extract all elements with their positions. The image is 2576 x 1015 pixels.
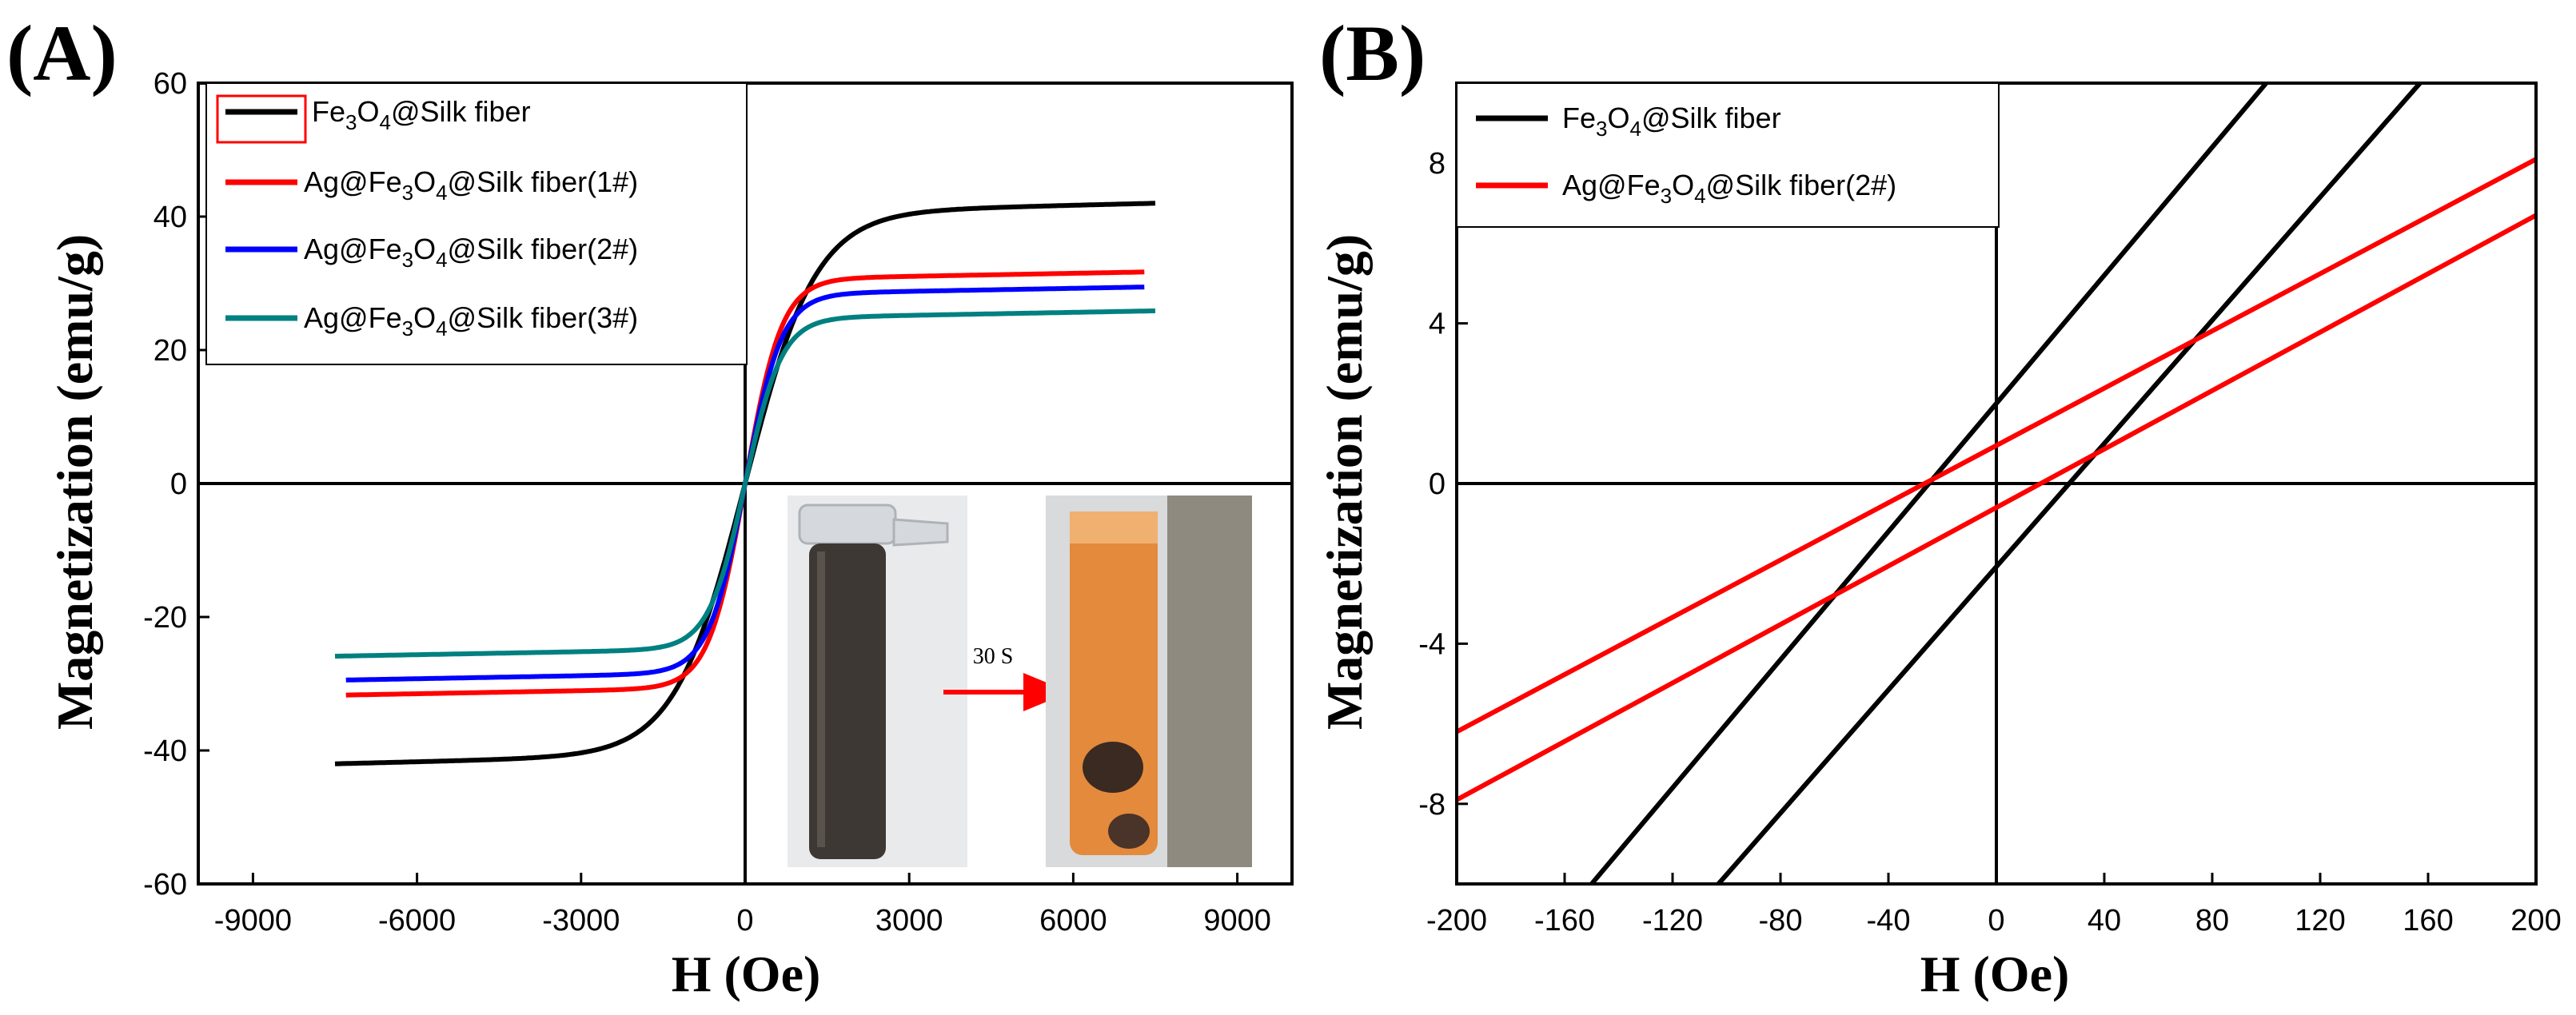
panel-b-ytick-label: -8 bbox=[1418, 788, 1446, 822]
panel-b-legend-box bbox=[1456, 82, 2000, 228]
inset-annotation: 30 S bbox=[973, 644, 1014, 669]
panel-a-legend: Fe3O4@Silk fiber Ag@Fe3O4@Silk fiber(1#) A… bbox=[205, 82, 748, 365]
panel-b-xtick-label: -120 bbox=[1642, 904, 1703, 937]
panel-a-ytick-label: 20 bbox=[154, 334, 187, 368]
panel-b-ytick-label: -4 bbox=[1418, 627, 1446, 661]
panel-b-xtick-label: 200 bbox=[2510, 904, 2561, 937]
panel-b-xtick-label: -200 bbox=[1426, 904, 1487, 937]
panel-a-xtick-label: 9000 bbox=[1203, 904, 1271, 937]
panel-a-curves bbox=[334, 201, 1156, 766]
panel-b-xtick-label: -40 bbox=[1867, 904, 1911, 937]
panel-a: Magnetization (emu/g) H (Oe) 30 S -9000-… bbox=[46, 67, 1294, 1002]
panel-a-xtick-label: -6000 bbox=[378, 904, 456, 937]
panel-a-legend-selection-rect bbox=[216, 94, 307, 144]
inset-tube-orange-top bbox=[1070, 511, 1158, 543]
panel-a-series-4 bbox=[334, 308, 1156, 659]
panel-label-b: (B) bbox=[1319, 9, 1426, 98]
panel-a-legend-entry-1: Fe3O4@Silk fiber bbox=[312, 95, 531, 134]
panel-b-xtick-label: 0 bbox=[1988, 904, 2004, 937]
inset-tube-cap-tab bbox=[892, 518, 949, 547]
panel-b-xlabel: H (Oe) bbox=[1920, 945, 2070, 1002]
panel-b-legend-entry-1: Fe3O4@Silk fiber bbox=[1562, 102, 1781, 141]
panel-a-xtick-label: -9000 bbox=[214, 904, 292, 937]
panel-b-ylabel: Magnetization (emu/g) bbox=[1316, 234, 1373, 730]
panel-b-legend: Fe3O4@Silk fiber Ag@Fe3O4@Silk fiber(2#) bbox=[1456, 82, 2000, 228]
panel-b-xtick-label: 40 bbox=[2088, 904, 2121, 937]
panel-a-xlabel: H (Oe) bbox=[672, 945, 821, 1002]
panel-b-xtick-label: 80 bbox=[2195, 904, 2229, 937]
panel-a-xtick-label: -3000 bbox=[542, 904, 620, 937]
panel-a-ytick-label: -20 bbox=[143, 601, 187, 635]
panel-b-series-2-branch-2 bbox=[1455, 213, 2538, 802]
inset-tube-dark-highlight bbox=[817, 551, 825, 847]
panel-a-legend-entry-4: Ag@Fe3O4@Silk fiber(3#) bbox=[304, 301, 638, 340]
panel-a-ylabel: Magnetization (emu/g) bbox=[46, 234, 103, 730]
inset-tube-cap bbox=[798, 504, 897, 545]
panel-b-ytick-label: 0 bbox=[1429, 468, 1446, 501]
panel-b-ytick-label: 4 bbox=[1429, 308, 1446, 341]
inset-wall-strip bbox=[1167, 496, 1252, 867]
panel-b-series-1-branch-2 bbox=[1717, 82, 2422, 886]
inset-tube-dark bbox=[809, 543, 886, 859]
panel-b-xtick-label: -160 bbox=[1534, 904, 1595, 937]
panel-a-ytick-label: 60 bbox=[154, 67, 187, 101]
panel-a-ytick-label: -40 bbox=[143, 734, 187, 768]
panel-a-ticks: -9000 -6000 -3000 0 3000 6000 9000 -60 -40 -20 0 20… bbox=[143, 67, 1271, 937]
panel-a-xtick-label: 6000 bbox=[1039, 904, 1107, 937]
panel-a-ytick-label: 0 bbox=[170, 468, 187, 501]
panel-b-xtick-label: -80 bbox=[1759, 904, 1803, 937]
panel-a-legend-entry-3: Ag@Fe3O4@Silk fiber(2#) bbox=[304, 233, 638, 272]
panel-a-ytick-label: 40 bbox=[154, 201, 187, 234]
panel-b-ytick-label: 8 bbox=[1429, 147, 1446, 181]
panel-a-legend-entry-2: Ag@Fe3O4@Silk fiber(1#) bbox=[304, 165, 638, 205]
inset-magnetic-residue-1 bbox=[1083, 742, 1143, 793]
inset-magnetic-residue-2 bbox=[1108, 814, 1150, 849]
panel-b: Magnetization (emu/g) H (Oe) -200 -160 -12… bbox=[1316, 82, 2562, 1002]
panel-a-xtick-label: 3000 bbox=[875, 904, 943, 937]
panel-a-inset-photo: 30 S bbox=[788, 496, 1252, 867]
inset-tube-orange bbox=[1070, 511, 1158, 855]
panel-b-legend-entry-2: Ag@Fe3O4@Silk fiber(2#) bbox=[1562, 169, 1896, 208]
panel-b-series-2-branch-1 bbox=[1455, 157, 2538, 734]
panel-b-xtick-label: 120 bbox=[2295, 904, 2345, 937]
panel-label-a: (A) bbox=[6, 9, 118, 98]
panel-a-ytick-label: -60 bbox=[143, 868, 187, 902]
panel-b-xtick-label: 160 bbox=[2403, 904, 2453, 937]
panel-b-curves bbox=[1455, 82, 2538, 886]
panel-a-xtick-label: 0 bbox=[736, 904, 753, 937]
